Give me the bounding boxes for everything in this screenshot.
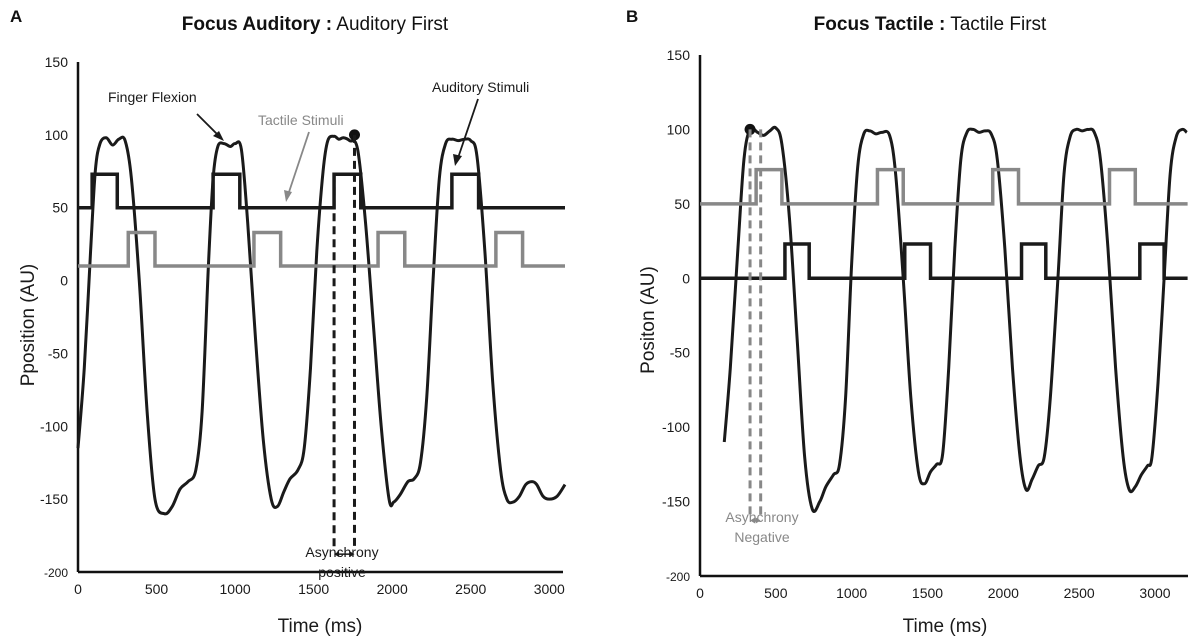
panel-a-asynchrony-arrowhead-left (334, 551, 340, 558)
panel-a-letter: A (10, 7, 22, 26)
panel-b-x-tick-label: 2000 (988, 585, 1019, 601)
panel-a-title: Focus Auditory : Auditory First (182, 14, 449, 35)
panel-b-x-tick-label: 500 (764, 585, 788, 601)
panel-a-x-tick-label: 2500 (455, 581, 486, 597)
arrowhead-auditory-stimuli (453, 154, 462, 166)
panel-b-y-tick-label: 100 (667, 121, 691, 137)
panel-b-y-tick-label: -50 (670, 345, 690, 361)
panel-b-xlabel: Time (ms) (903, 616, 988, 637)
panel-a-y-tick-label: -50 (48, 345, 68, 361)
panel-b-y-tick-label: -150 (662, 494, 690, 510)
panel-b-ylabel: Positon (AU) (638, 266, 659, 374)
panel-b-x-tick-label: 1000 (836, 585, 867, 601)
panel-a-x-tick-label: 3000 (534, 581, 565, 597)
panel-a-y-tick-label: -200 (44, 566, 68, 580)
annotation-asynchrony-b: Asynchrony (725, 509, 798, 525)
panel-b-series-tactile-stimuli (700, 167, 1188, 206)
panel-a-y-tick-label: -150 (40, 491, 68, 507)
arrow-auditory-stimuli (457, 98, 479, 159)
panel-b-x-tick-label: 3000 (1139, 585, 1170, 601)
panel-a-title-bold: Focus Auditory : (182, 14, 332, 35)
panel-b-series-auditory-stimuli (700, 242, 1188, 281)
panel-b-title: Focus Tactile : Tactile First (814, 14, 1047, 35)
panel-a-x-tick-label: 1000 (220, 581, 251, 597)
arrow-tactile-stimuli (287, 131, 310, 196)
annotation-asynchrony: Asynchrony (305, 544, 378, 560)
panel-a-title-rest: Auditory First (332, 14, 449, 35)
panel-a-series-auditory-stimuli (78, 172, 565, 210)
panel-b-x-tick-label: 0 (696, 585, 704, 601)
panel-b-y-tick-label: 0 (682, 270, 690, 286)
arrow-finger-flexion (196, 113, 220, 137)
panel-a-y-tick-label: -100 (40, 418, 68, 434)
panel-a-x-tick-label: 1500 (298, 581, 329, 597)
panel-a-series-finger-flexion (76, 134, 567, 516)
arrowhead-tactile-stimuli (284, 190, 292, 202)
annotation-asynchrony-positive: positive (318, 564, 366, 580)
panel-b-asynchrony-arrowhead-right (755, 517, 761, 524)
panel-b-letter: B (626, 7, 638, 26)
panel-b-asynchrony-arrowhead-left (750, 517, 756, 524)
annotation-auditory-stimuli: Auditory Stimuli (432, 79, 529, 95)
panel-b-y-tick-label: 50 (674, 196, 690, 212)
panel-a-x-tick-label: 0 (74, 581, 82, 597)
arrowhead-finger-flexion (213, 131, 224, 141)
panel-a-y-tick-label: 100 (45, 127, 69, 143)
panel-b-title-rest: Tactile First (945, 14, 1047, 35)
panel-b-y-tick-label: 150 (667, 47, 691, 63)
panel-a-y-tick-label: 0 (60, 273, 68, 289)
panel-b-title-bold: Focus Tactile : (814, 14, 946, 35)
panel-b-series (700, 123, 1188, 524)
panel-b-y-tick-label: -100 (662, 419, 690, 435)
panel-a-asynchrony-arrowhead-right (349, 551, 355, 558)
panel-b-x-tick-label: 1500 (912, 585, 943, 601)
panel-b-y-tick-label: -200 (666, 570, 690, 584)
panel-a-x-tick-label: 500 (145, 581, 169, 597)
panel-b-series-finger-flexion (722, 125, 1188, 514)
annotation-tactile-stimuli: Tactile Stimuli (258, 112, 344, 128)
panel-a-series-tactile-stimuli (78, 230, 565, 268)
panel-a-series (76, 129, 567, 558)
panel-a-x-tick-label: 2000 (377, 581, 408, 597)
panel-a-ylabel: Pposition (AU) (18, 264, 39, 387)
panel-b-x-tick-label: 2500 (1064, 585, 1095, 601)
panel-b: B Focus Tactile : Tactile First 150 100 50… (626, 7, 1188, 637)
panel-a: A Focus Auditory : Auditory First 150 100… (10, 7, 567, 637)
panel-a-y-tick-label: 50 (52, 200, 68, 216)
annotation-asynchrony-negative: Negative (734, 529, 789, 545)
annotation-finger-flexion: Finger Flexion (108, 89, 197, 105)
panel-a-xlabel: Time (ms) (278, 616, 363, 637)
panel-a-y-tick-label: 150 (45, 54, 69, 70)
